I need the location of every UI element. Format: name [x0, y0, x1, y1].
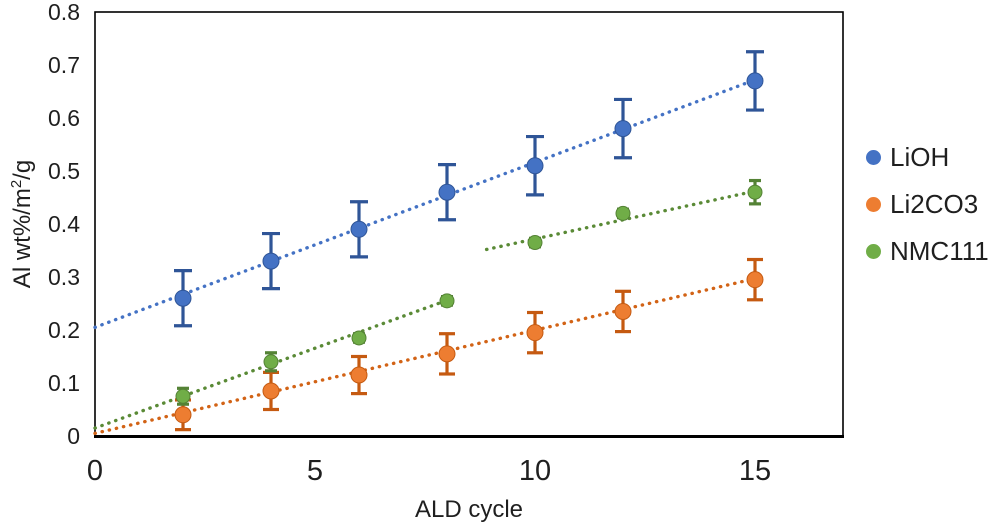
- x-tick-label: 15: [739, 455, 771, 487]
- legend-marker-icon: [866, 243, 881, 259]
- y-tick-label: 0.1: [48, 370, 80, 396]
- series-LiOH: [93, 50, 764, 330]
- data-point-NMC111: [747, 184, 763, 200]
- legend-item-NMC111: NMC111: [866, 237, 989, 265]
- data-point-Li2CO3: [438, 345, 456, 363]
- series-NMC111: [93, 178, 763, 430]
- trendline-Li2CO3: [93, 276, 757, 436]
- data-point-NMC111: [263, 354, 279, 370]
- y-tick-label: 0.8: [48, 0, 80, 25]
- plot-border: [94, 11, 844, 437]
- data-point-LiOH: [526, 157, 544, 175]
- y-axis-title-sup: 2: [8, 180, 25, 188]
- data-point-LiOH: [174, 289, 192, 307]
- data-point-NMC111: [527, 235, 543, 251]
- x-tick-label: 0: [87, 455, 103, 487]
- legend-marker-icon: [866, 149, 881, 165]
- legend-label: NMC111: [890, 236, 989, 266]
- data-point-Li2CO3: [614, 302, 632, 320]
- data-point-LiOH: [438, 183, 456, 201]
- data-point-LiOH: [350, 220, 368, 238]
- y-tick-label: 0.4: [48, 211, 80, 237]
- y-tick-label: 0: [67, 423, 80, 449]
- data-point-LiOH: [614, 120, 632, 138]
- data-point-Li2CO3: [174, 406, 192, 424]
- data-point-NMC111: [175, 388, 191, 404]
- legend-label: Li2CO3: [890, 189, 979, 219]
- legend-item-Li2CO3: Li2CO3: [866, 190, 989, 218]
- data-point-Li2CO3: [350, 366, 368, 384]
- legend-item-LiOH: LiOH: [866, 143, 989, 171]
- trendline-LiOH: [93, 78, 757, 330]
- y-axis-title: Al wt%/m2/g: [8, 160, 36, 288]
- data-point-NMC111: [615, 205, 631, 221]
- y-tick-label: 0.7: [48, 52, 80, 78]
- legend: LiOH Li2CO3 NMC111: [866, 143, 989, 265]
- legend-label: LiOH: [890, 142, 950, 172]
- data-point-NMC111: [439, 293, 455, 309]
- data-point-LiOH: [746, 72, 764, 90]
- y-axis-title-pre: Al wt%/m: [9, 188, 36, 288]
- data-point-Li2CO3: [746, 271, 764, 289]
- y-tick-label: 0.3: [48, 264, 80, 290]
- plot-layer: 0 0.1 0.2 0.3 0.4 0.5 0.6 0.7 0.8 0 5 10 15: [48, 0, 844, 487]
- data-point-NMC111: [351, 330, 367, 346]
- legend-marker-icon: [866, 196, 881, 212]
- data-point-Li2CO3: [262, 382, 280, 400]
- x-axis-title: ALD cycle: [415, 496, 523, 523]
- y-tick-label: 0.2: [48, 317, 80, 343]
- data-point-Li2CO3: [526, 324, 544, 342]
- y-tick-label: 0.5: [48, 158, 80, 184]
- x-tick-label: 10: [519, 455, 551, 487]
- series-Li2CO3: [93, 257, 764, 436]
- y-axis-title-post: /g: [9, 160, 36, 180]
- data-point-LiOH: [262, 252, 280, 270]
- x-tick-label: 5: [307, 455, 323, 487]
- y-tick-label: 0.6: [48, 105, 80, 131]
